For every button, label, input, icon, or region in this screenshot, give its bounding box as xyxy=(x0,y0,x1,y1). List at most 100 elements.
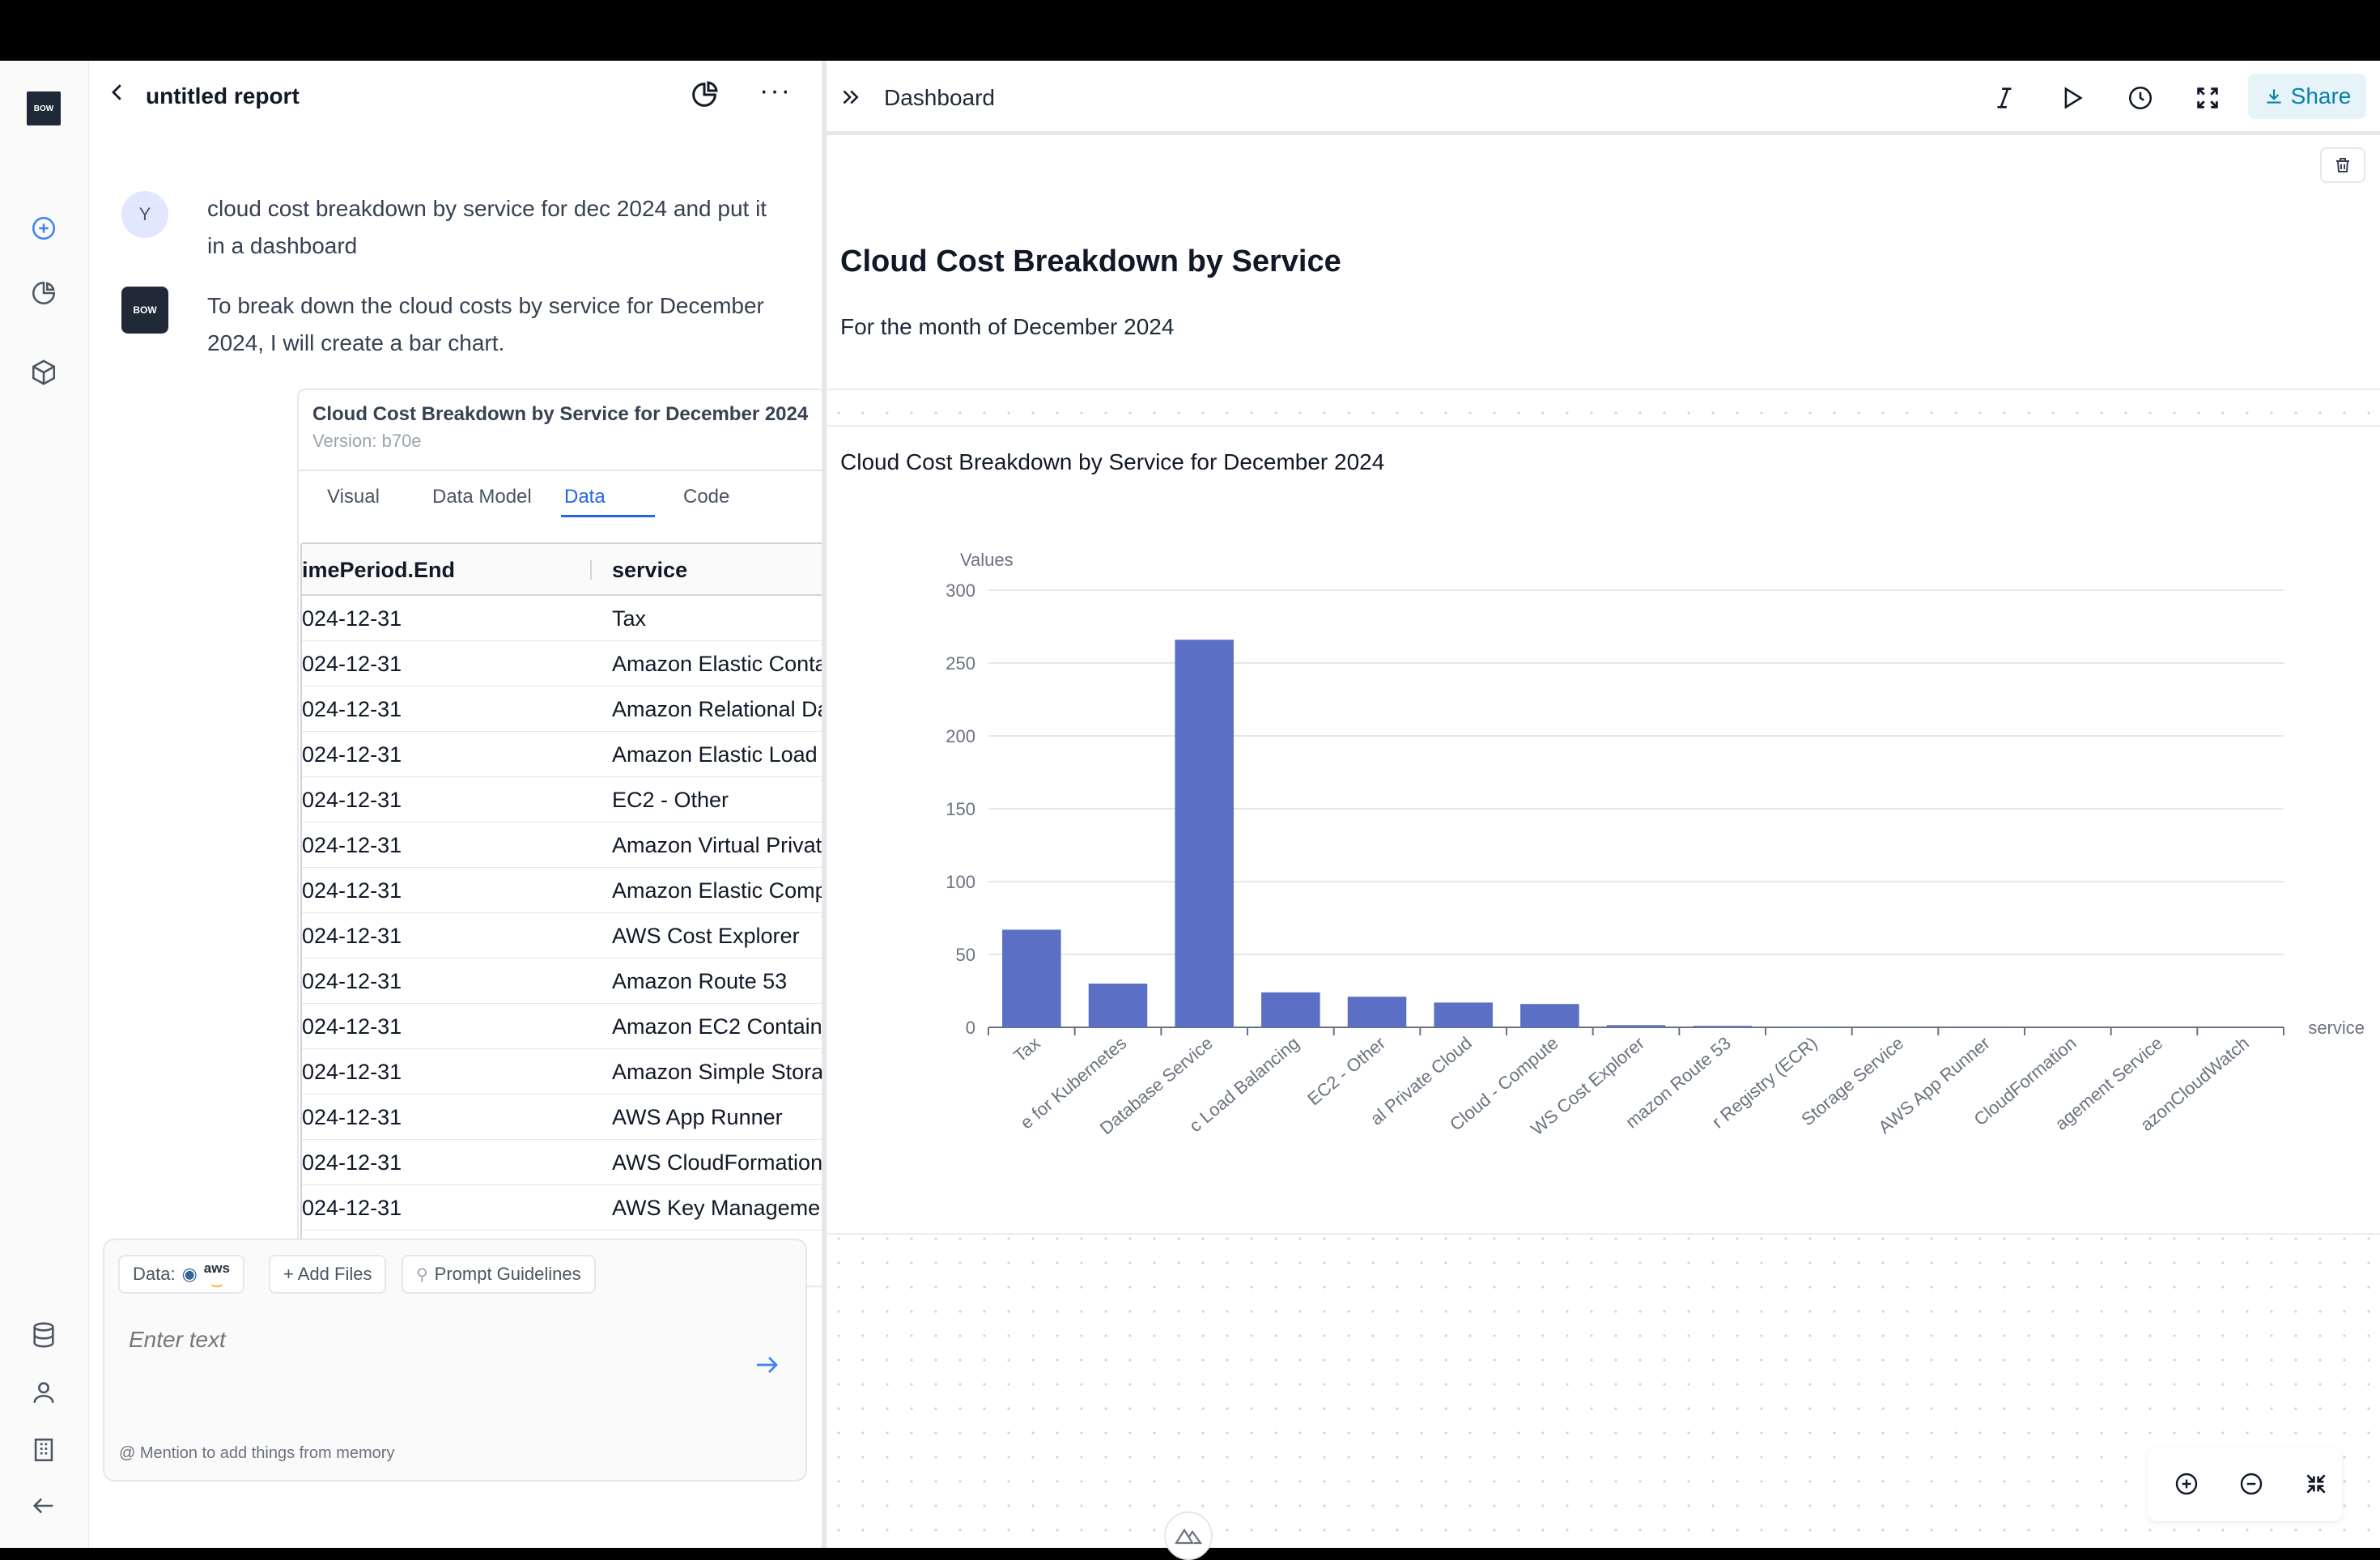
bar xyxy=(1002,929,1061,1027)
bar xyxy=(2124,1027,2184,1028)
data-source-label: Data: xyxy=(133,1264,176,1284)
user-avatar: Y xyxy=(121,191,168,238)
cell-time-period: 024-12-31 xyxy=(302,969,402,993)
bow-logo[interactable]: BOW xyxy=(27,91,61,125)
cell-time-period: 024-12-31 xyxy=(302,742,402,767)
cell-time-period: 024-12-31 xyxy=(302,878,402,903)
table-row[interactable]: 024-12-31 EC2 - Other xyxy=(302,777,883,823)
active-tab-indicator xyxy=(561,515,655,517)
more-options-icon[interactable]: ··· xyxy=(759,75,792,106)
chat-header: untitled report ··· xyxy=(89,61,822,134)
table-row[interactable]: 024-12-31 Tax xyxy=(302,596,883,641)
data-source-chip[interactable]: Data: ◉ aws ‿ xyxy=(118,1255,244,1294)
bar xyxy=(2038,1027,2097,1028)
send-arrow-icon[interactable] xyxy=(752,1350,781,1384)
y-tick-label: 150 xyxy=(946,799,975,819)
table-row[interactable]: 024-12-31 Amazon Elastic Compute... xyxy=(302,868,883,913)
data-table: imePeriod.End service 024-12-31 Tax 024-12… xyxy=(300,542,885,1286)
delete-trash-icon[interactable] xyxy=(2320,147,2365,183)
table-row[interactable]: 024-12-31 Amazon EC2 Container R... xyxy=(302,1004,883,1049)
bar xyxy=(1693,1026,1752,1027)
chat-panel: untitled report ··· Y cloud cost breakdo… xyxy=(89,61,888,1548)
bar xyxy=(2211,1027,2270,1028)
nuxt-logo-icon[interactable] xyxy=(1164,1511,1213,1560)
expand-double-chevron-icon[interactable] xyxy=(838,85,862,113)
new-report-icon[interactable] xyxy=(27,211,61,245)
table-row[interactable]: 024-12-31 Amazon Elastic Container... xyxy=(302,641,883,686)
table-row[interactable]: 024-12-31 Amazon Elastic Load Bal... xyxy=(302,732,883,777)
prompt-guidelines-label: Prompt Guidelines xyxy=(434,1264,581,1284)
bar xyxy=(1434,1002,1493,1027)
bot-message-line: 2024, I will create a bar chart. xyxy=(207,330,505,355)
bar xyxy=(1520,1004,1579,1027)
prompt-text-input[interactable] xyxy=(129,1321,744,1358)
column-header-time-period[interactable]: imePeriod.End xyxy=(302,558,456,582)
collapse-arrow-left-icon[interactable] xyxy=(27,1489,61,1523)
models-cube-icon[interactable] xyxy=(27,355,61,389)
column-resizer[interactable] xyxy=(590,560,592,580)
user-message: cloud cost breakdown by service for dec … xyxy=(207,190,822,265)
history-clock-icon[interactable] xyxy=(2122,79,2159,117)
y-axis-label: Values xyxy=(960,550,1014,570)
bot-message-line: To break down the cloud costs by service… xyxy=(207,293,764,318)
cell-time-period: 024-12-31 xyxy=(302,924,402,948)
zoom-in-icon[interactable] xyxy=(2174,1471,2199,1501)
prompt-guidelines-button[interactable]: ⚲ Prompt Guidelines xyxy=(402,1255,596,1294)
y-tick-label: 250 xyxy=(946,653,975,674)
fit-view-collapse-icon[interactable] xyxy=(2303,1471,2329,1501)
report-title[interactable]: untitled report xyxy=(146,83,300,108)
table-row[interactable]: 024-12-31 Amazon Virtual Private Cl... xyxy=(302,823,883,868)
bot-message: To break down the cloud costs by service… xyxy=(207,287,822,362)
mention-hint: @ Mention to add things from memory xyxy=(119,1444,395,1462)
cell-time-period: 024-12-31 xyxy=(302,1060,402,1084)
table-row[interactable]: 024-12-31 AWS CloudFormation xyxy=(302,1140,883,1185)
widget-title[interactable]: Cloud Cost Breakdown by Service for Dece… xyxy=(312,403,809,425)
bar xyxy=(1088,984,1148,1027)
cell-time-period: 024-12-31 xyxy=(302,606,402,631)
bar xyxy=(1347,997,1407,1027)
user-message-line: cloud cost breakdown by service for dec … xyxy=(207,196,767,221)
panel-resize-divider[interactable] xyxy=(822,61,827,1548)
table-row[interactable]: 024-12-31 AWS Cost Explorer xyxy=(302,913,883,959)
prompt-input-box: Data: ◉ aws ‿ + Add Files ⚲ Prompt Guidel… xyxy=(103,1239,807,1481)
share-label: Share xyxy=(2290,83,2352,108)
bot-avatar: BOW xyxy=(121,287,168,334)
tab-divider xyxy=(299,470,886,471)
dashboard-panel: Dashboard Share Cloud Cost Break xyxy=(827,61,2380,1560)
y-tick-label: 100 xyxy=(946,872,975,892)
table-row[interactable]: 024-12-31 AWS Key Management S... xyxy=(302,1185,883,1231)
play-icon[interactable] xyxy=(2053,79,2090,117)
download-icon xyxy=(2266,89,2281,104)
aws-logo-text: aws xyxy=(203,1260,230,1276)
table-row[interactable]: 024-12-31 Amazon Route 53 xyxy=(302,959,883,1004)
text-cursor-italic-icon[interactable] xyxy=(1986,79,2023,117)
table-row[interactable]: 024-12-31 Amazon Simple Storage ... xyxy=(302,1049,883,1095)
zoom-out-icon[interactable] xyxy=(2238,1471,2264,1501)
tab-visual[interactable]: Visual xyxy=(327,486,380,508)
y-tick-label: 300 xyxy=(946,580,975,601)
tab-data[interactable]: Data xyxy=(564,486,606,508)
organization-building-icon[interactable] xyxy=(27,1433,61,1467)
back-chevron-icon[interactable] xyxy=(105,79,130,110)
database-icon[interactable] xyxy=(27,1318,61,1352)
add-files-button[interactable]: + Add Files xyxy=(269,1255,387,1294)
table-row[interactable]: 024-12-31 AWS App Runner xyxy=(302,1095,883,1140)
report-chart-icon[interactable] xyxy=(688,79,720,115)
tab-data-model[interactable]: Data Model xyxy=(432,486,532,508)
bar xyxy=(1175,640,1234,1027)
cell-time-period: 024-12-31 xyxy=(302,833,402,857)
fullscreen-icon[interactable] xyxy=(2189,79,2226,117)
reports-icon[interactable] xyxy=(27,276,61,310)
user-icon[interactable] xyxy=(27,1375,61,1409)
tab-code[interactable]: Code xyxy=(683,486,730,508)
bar xyxy=(1261,992,1320,1027)
y-tick-label: 0 xyxy=(966,1018,975,1038)
x-axis-label: service xyxy=(2308,1018,2365,1038)
text-widget-panel: Cloud Cost Breakdown by Service For the … xyxy=(827,138,2380,390)
table-row[interactable]: 024-12-31 Amazon Relational Datab... xyxy=(302,686,883,732)
share-button[interactable]: Share xyxy=(2248,74,2366,119)
cell-time-period: 024-12-31 xyxy=(302,1014,402,1039)
cell-time-period: 024-12-31 xyxy=(302,652,402,676)
